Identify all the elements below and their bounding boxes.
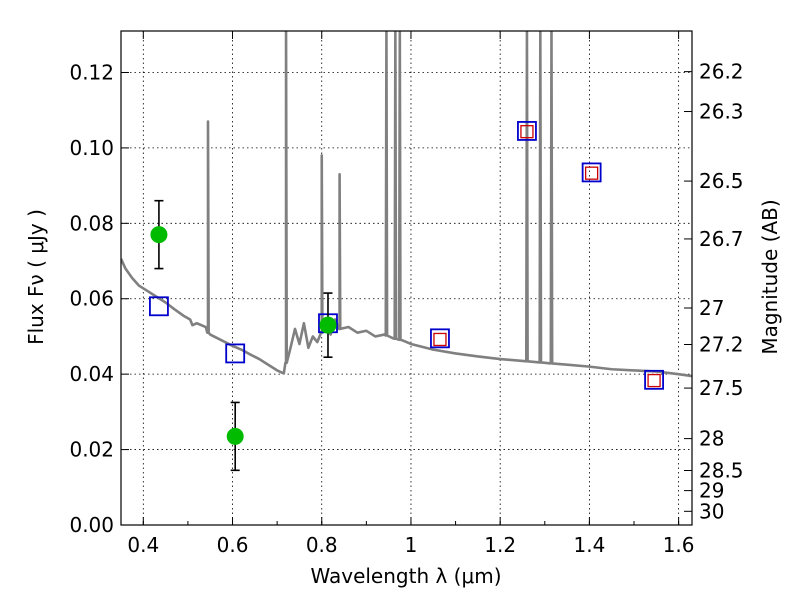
x-tick-label: 0.6: [217, 533, 249, 557]
x-tick-label: 0.8: [306, 533, 338, 557]
y2-tick-label: 28: [699, 427, 724, 451]
y-axis-label: Flux Fν ( μJy ): [24, 209, 48, 345]
x-tick-label: 1.4: [573, 533, 605, 557]
observed-flux-point: [150, 226, 168, 244]
model-flux-box: [644, 369, 664, 390]
y2-tick-label: 28.5: [699, 458, 744, 482]
tick-labels: 0.4 0.6 0.8 1 1.2 1.4 1.6 0.00 0.02 0.04 0.06 0.08 0…: [69, 60, 743, 557]
y2-tick-label: 26.7: [699, 227, 744, 251]
plot-frame: [120, 30, 693, 526]
plot-area: [121, 31, 692, 472]
x-tick-label: 1.2: [484, 533, 516, 557]
y-tick-label: 0.08: [69, 211, 114, 235]
y2-tick-label: 27.2: [699, 333, 744, 357]
x-tick-label: 1: [405, 533, 418, 557]
y2-tick-label: 26.5: [699, 169, 744, 193]
y2-tick-label: 27: [699, 296, 724, 320]
y2-tick-label: 26.2: [699, 60, 744, 84]
model-flux-box: [149, 296, 169, 317]
template-spectrum-line: [121, 31, 692, 378]
y-tick-label: 0.06: [69, 287, 114, 311]
model-flux-box: [517, 121, 537, 141]
model-inner-box: [584, 166, 599, 180]
x-tick-label: 0.4: [127, 533, 159, 557]
observed-flux-point: [226, 427, 244, 445]
model-inner-box: [647, 373, 661, 388]
model-flux-box: [581, 162, 602, 183]
model-inner-box: [520, 125, 534, 139]
y2-tick-label: 30: [699, 499, 724, 523]
y2-tick-label: 29: [699, 479, 724, 503]
y-tick-label: 0.02: [69, 438, 114, 462]
grid-lines: [121, 31, 692, 526]
observed-flux-point: [319, 316, 337, 334]
y-tick-label: 0.12: [69, 60, 114, 84]
tick-marks: [121, 31, 692, 526]
model-flux-box: [430, 328, 450, 349]
x-tick-label: 1.6: [663, 533, 695, 557]
x-axis-label: Wavelength λ (μm): [310, 564, 501, 588]
model-inner-box: [433, 332, 447, 347]
y2-tick-label: 26.3: [699, 100, 744, 124]
y-tick-label: 0.10: [69, 136, 114, 160]
y-tick-label: 0.00: [69, 513, 114, 537]
y-tick-label: 0.04: [69, 362, 114, 386]
y2-tick-label: 27.5: [699, 376, 744, 400]
y2-axis-label: Magnitude (AB): [758, 199, 782, 354]
model-flux-box: [225, 343, 246, 364]
